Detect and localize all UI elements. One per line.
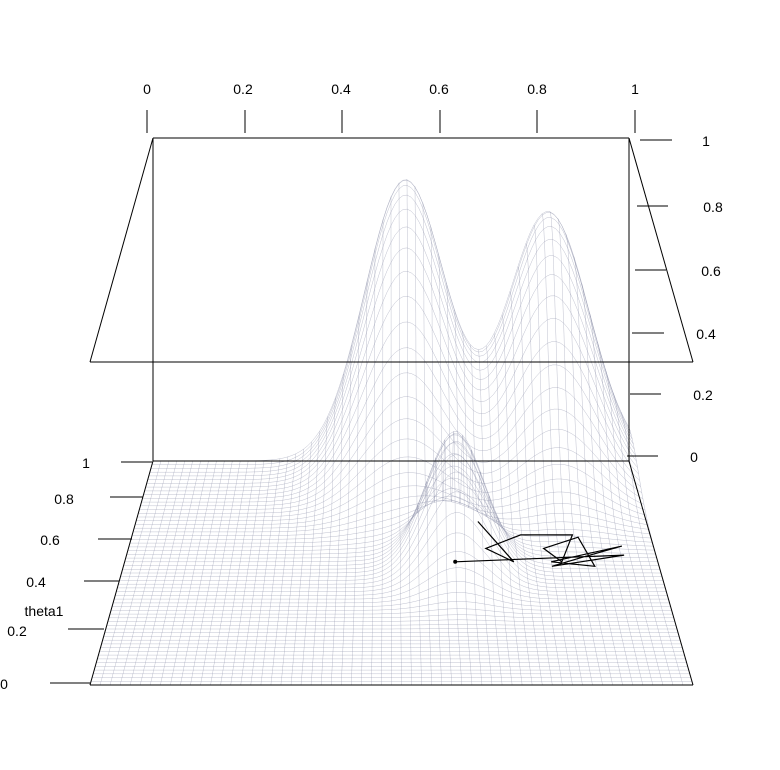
mesh-line xyxy=(597,341,654,686)
z-tick-label: 0.4 xyxy=(696,326,716,342)
mesh-line xyxy=(438,254,453,686)
z-tick-label: 0.2 xyxy=(693,387,713,403)
mesh-line xyxy=(509,291,543,686)
mesh-line xyxy=(320,397,336,686)
mesh-line xyxy=(390,196,392,685)
mesh-line xyxy=(330,373,344,686)
mesh-line xyxy=(99,460,162,686)
x-tick-label: 1 xyxy=(631,81,639,97)
z-tick-label: 0 xyxy=(690,449,698,465)
mesh-line xyxy=(351,313,360,686)
mesh-line xyxy=(541,213,583,686)
box-edge xyxy=(628,137,694,363)
trace-line xyxy=(455,521,625,568)
mesh-line xyxy=(565,233,613,686)
mesh-line xyxy=(220,460,257,686)
mesh-line xyxy=(341,345,352,685)
y-tick-label: 0.4 xyxy=(26,574,46,590)
mesh-line xyxy=(446,283,463,686)
mesh-line xyxy=(620,412,684,686)
mesh-line xyxy=(422,202,432,686)
mesh-line xyxy=(406,179,412,685)
mesh-line xyxy=(414,186,422,686)
mesh-line xyxy=(557,218,603,686)
y-tick-label: 0 xyxy=(0,676,8,692)
z-tick-label: 1 xyxy=(702,133,710,149)
mesh-line xyxy=(119,460,178,686)
z-tick-label: 0.6 xyxy=(701,263,721,279)
box-edge xyxy=(89,137,154,363)
mesh-line xyxy=(300,431,320,686)
mesh-line xyxy=(462,330,483,686)
mesh-line xyxy=(190,460,233,686)
mesh-line xyxy=(250,458,281,686)
mesh-line xyxy=(260,456,289,686)
trace-start-point xyxy=(453,559,458,564)
mesh-line xyxy=(170,460,217,686)
mesh-line xyxy=(210,460,249,686)
z-tick-label: 0.8 xyxy=(703,199,723,215)
mesh-line xyxy=(581,283,633,686)
mesh-line xyxy=(270,453,297,686)
x-tick-label: 0.2 xyxy=(233,81,253,97)
y-axis-ticks: 1 0.8 0.6 0.4 0.2 0 theta1 xyxy=(0,455,152,692)
mesh-line xyxy=(230,460,265,686)
mesh-line xyxy=(361,280,368,685)
mesh-line xyxy=(240,459,273,686)
mesh-line xyxy=(280,448,304,686)
x-tick-label: 0.4 xyxy=(331,81,351,97)
surface-mesh xyxy=(89,179,694,686)
y-tick-label: 0.6 xyxy=(40,532,60,548)
mesh-line xyxy=(470,344,493,686)
mesh-line xyxy=(398,182,402,686)
x-tick-label: 0.6 xyxy=(429,81,449,97)
y-tick-label: 0.8 xyxy=(54,491,74,507)
mesh-line xyxy=(140,460,193,686)
mesh-line xyxy=(525,243,563,686)
bounding-box xyxy=(89,137,694,686)
mesh-line xyxy=(129,460,185,686)
x-axis-ticks: 0 0.2 0.4 0.6 0.8 1 xyxy=(143,81,639,133)
mesh-line xyxy=(160,460,209,686)
trace-path xyxy=(453,521,625,568)
mesh-line xyxy=(604,368,664,686)
mesh-line xyxy=(573,256,623,686)
mesh-line xyxy=(109,460,170,686)
x-tick-label: 0.8 xyxy=(527,81,547,97)
y-tick-label: 1 xyxy=(82,455,90,471)
mesh-line xyxy=(612,392,674,686)
y-axis-title: theta1 xyxy=(25,603,64,619)
mesh-line xyxy=(180,460,225,686)
mesh-line xyxy=(454,309,473,686)
mesh-line xyxy=(549,211,593,686)
z-axis-ticks: 1 0.8 0.6 0.4 0.2 0 xyxy=(627,133,723,465)
mesh-line xyxy=(501,314,533,686)
mesh-line xyxy=(371,248,376,685)
mesh-line xyxy=(150,460,201,686)
box-edge xyxy=(628,460,694,686)
x-tick-label: 0 xyxy=(143,81,151,97)
y-tick-label: 0.2 xyxy=(7,623,27,639)
mesh-line xyxy=(533,224,573,686)
mesh-line xyxy=(430,226,443,686)
mesh-line xyxy=(200,460,241,686)
mesh-line xyxy=(381,219,384,686)
mesh-line xyxy=(290,441,312,686)
mesh-line xyxy=(478,349,503,686)
mesh-line xyxy=(493,333,523,686)
box-edge xyxy=(89,460,154,686)
mesh-line xyxy=(517,266,553,686)
mesh-line xyxy=(310,416,328,686)
mesh-line xyxy=(485,345,513,686)
mesh-line xyxy=(589,312,644,686)
